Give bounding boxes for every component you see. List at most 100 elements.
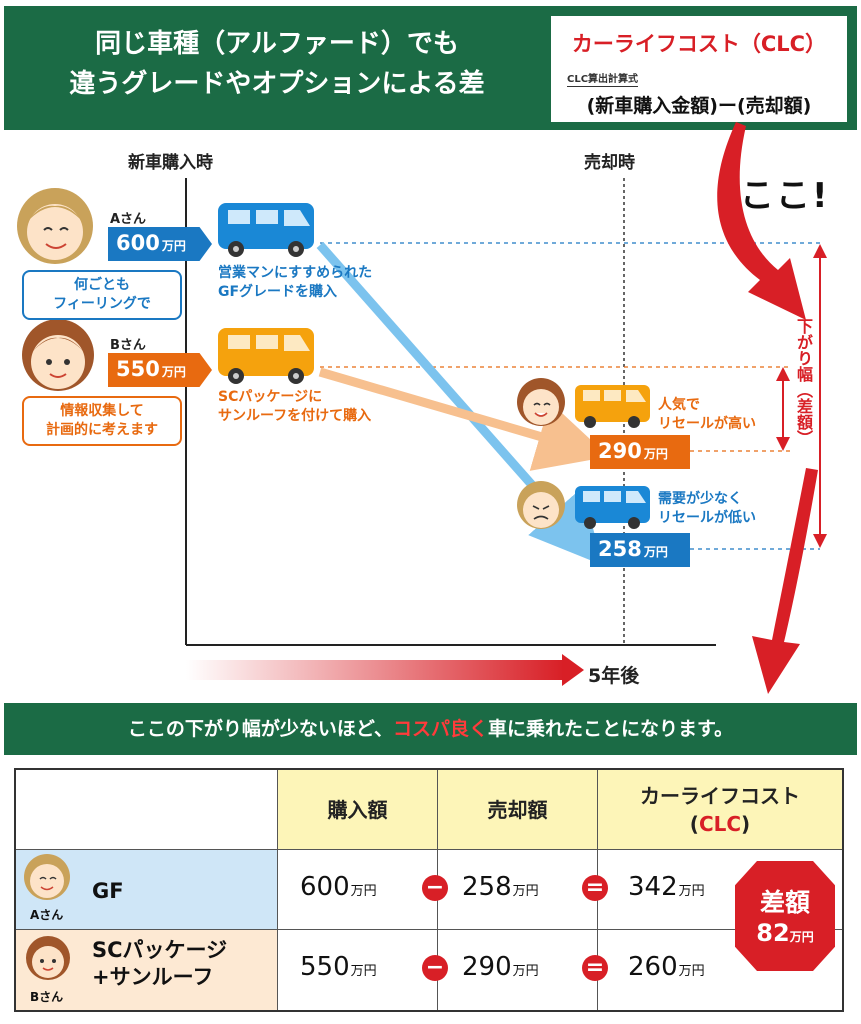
note-a-purchase: 営業マンにすすめられた GFグレードを購入 bbox=[218, 265, 373, 300]
price-tag-b-sale: 290 万円 bbox=[590, 435, 690, 469]
chart-graphics bbox=[17, 122, 827, 694]
row-a-name: GF bbox=[92, 879, 124, 903]
van-b-sale bbox=[575, 385, 650, 428]
message-bar: ここの下がり幅が少ないほど、コスパ良く車に乗れたことになります。 bbox=[4, 703, 857, 755]
van-a-purchase bbox=[218, 203, 314, 257]
depreciation-arrow-b bbox=[318, 367, 609, 471]
row-a-clc-value: 342 万円 bbox=[628, 872, 705, 902]
row-b-purchase: 550 bbox=[300, 952, 350, 982]
person-b-name: Bさん bbox=[110, 338, 146, 353]
difference-badge: 差額 82万円 bbox=[735, 861, 835, 971]
unit: 万円 bbox=[512, 884, 539, 899]
price-unit: 万円 bbox=[161, 365, 186, 379]
header-clc-open: ( bbox=[689, 811, 699, 836]
clc-title: カーライフコスト（CLC） bbox=[571, 32, 827, 56]
price-tag-a-purchase: 600 万円 bbox=[108, 227, 212, 261]
unit: 万円 bbox=[678, 884, 705, 899]
row-a-sale: 258 bbox=[462, 872, 512, 902]
table-corner bbox=[16, 770, 278, 850]
header-title-line2: 違うグレードやオプションによる差 bbox=[69, 69, 485, 99]
header-purchase-label: 購入額 bbox=[327, 797, 388, 822]
header-clc-abbr: CLC bbox=[698, 811, 742, 836]
time-arrow-head bbox=[562, 654, 584, 686]
difference-label: 差額 bbox=[759, 888, 810, 917]
header-sale-label: 売却額 bbox=[487, 797, 548, 822]
unit: 万円 bbox=[350, 964, 377, 979]
difference-value: 82 bbox=[756, 919, 790, 947]
x-axis-label: 5年後 bbox=[588, 665, 640, 687]
van-a-sale bbox=[575, 486, 650, 529]
message-highlight: コスパ良く bbox=[392, 718, 488, 740]
row-b-sale-value: 290 万円 bbox=[462, 952, 539, 982]
difference-unit: 万円 bbox=[789, 930, 814, 944]
range-arrow-a-bottom bbox=[813, 534, 827, 548]
row-b-sale: 290 bbox=[462, 952, 512, 982]
time-arrow-body bbox=[186, 660, 564, 680]
header-purchase: 購入額 bbox=[278, 770, 438, 850]
range-arrow-b-top bbox=[776, 367, 790, 381]
avatar-a-sad bbox=[517, 481, 565, 529]
header-title: 同じ車種（アルファード）でも 違うグレードやオプションによる差 bbox=[22, 24, 532, 104]
table-row-a-clc bbox=[598, 850, 842, 930]
table-avatar-a bbox=[24, 854, 70, 900]
price-a-purchase: 600 bbox=[116, 231, 160, 255]
price-unit: 万円 bbox=[643, 545, 668, 559]
avatar-b-happy bbox=[517, 378, 565, 426]
unit: 万円 bbox=[350, 884, 377, 899]
price-tag-a-sale: 258 万円 bbox=[590, 533, 690, 567]
clc-formula: (新車購入金額)ー(売却額) bbox=[586, 95, 812, 117]
price-unit: 万円 bbox=[161, 239, 186, 253]
clc-subtitle: CLC算出計算式 bbox=[567, 70, 639, 87]
range-arrow-b-bottom bbox=[776, 437, 790, 451]
note-b-sale: 人気で リセールが高い bbox=[658, 397, 756, 432]
equals-icon: = bbox=[582, 955, 608, 981]
price-tag-b-purchase: 550 万円 bbox=[108, 353, 212, 387]
row-b-name: SCパッケージ +サンルーフ bbox=[92, 938, 228, 989]
clc-formula-box: カーライフコスト（CLC） CLC算出計算式 (新車購入金額)ー(売却額) bbox=[549, 14, 849, 124]
speech-bubble-a-text: 何ごとも フィーリングで bbox=[53, 277, 151, 312]
price-b-purchase: 550 bbox=[116, 357, 160, 381]
price-unit: 万円 bbox=[643, 447, 668, 461]
row-a-sale-value: 258 万円 bbox=[462, 872, 539, 902]
speech-bubble-b: 情報収集して 計画的に考えます bbox=[22, 396, 182, 446]
header-sale: 売却額 bbox=[438, 770, 598, 850]
row-a-person: Aさん bbox=[30, 908, 64, 922]
message-after: 車に乗れたことになります。 bbox=[487, 718, 734, 740]
note-a-sale: 需要が少なく リセールが低い bbox=[658, 491, 756, 526]
header-clc: カーライフコスト (CLC) bbox=[598, 770, 842, 850]
drop-width-label: 下がり幅（差額） bbox=[794, 318, 813, 446]
row-b-purchase-value: 550 万円 bbox=[300, 952, 377, 982]
price-a-sale: 258 bbox=[598, 537, 642, 561]
price-b-sale: 290 bbox=[598, 439, 642, 463]
van-b-purchase bbox=[218, 328, 314, 384]
row-b-person: Bさん bbox=[30, 990, 64, 1004]
speech-bubble-a: 何ごとも フィーリングで bbox=[22, 270, 182, 320]
message-before: ここの下がり幅が少ないほど、 bbox=[127, 718, 393, 740]
avatar-a bbox=[17, 188, 93, 264]
header-banner: 同じ車種（アルファード）でも 違うグレードやオプションによる差 カーライフコスト… bbox=[4, 6, 857, 130]
speech-bubble-b-text: 情報収集して 計画的に考えます bbox=[46, 403, 158, 438]
row-b-clc: 260 bbox=[628, 952, 678, 982]
unit: 万円 bbox=[512, 964, 539, 979]
unit: 万円 bbox=[678, 964, 705, 979]
minus-icon: − bbox=[422, 955, 448, 981]
avatar-b bbox=[22, 319, 94, 391]
header-title-line1: 同じ車種（アルファード）でも bbox=[95, 29, 459, 59]
header-clc-line2: (CLC) bbox=[690, 810, 750, 838]
purchase-time-heading: 新車購入時 bbox=[128, 153, 213, 173]
equals-icon: = bbox=[582, 875, 608, 901]
row-a-clc: 342 bbox=[628, 872, 678, 902]
minus-icon: − bbox=[422, 875, 448, 901]
down-arrow bbox=[752, 468, 818, 694]
note-b-purchase: SCパッケージに サンルーフを付けて購入 bbox=[218, 389, 372, 424]
callout-text: ここ! bbox=[740, 176, 830, 216]
sale-time-heading: 売却時 bbox=[584, 153, 635, 173]
header-clc-close: ) bbox=[741, 811, 751, 836]
row-a-purchase-value: 600 万円 bbox=[300, 872, 377, 902]
person-a-name: Aさん bbox=[110, 212, 147, 227]
range-arrow-a-top bbox=[813, 244, 827, 258]
header-clc-line1: カーライフコスト bbox=[640, 783, 800, 808]
callout-curved-arrow bbox=[717, 122, 806, 320]
table-avatar-b bbox=[26, 936, 70, 980]
row-a-purchase: 600 bbox=[300, 872, 350, 902]
